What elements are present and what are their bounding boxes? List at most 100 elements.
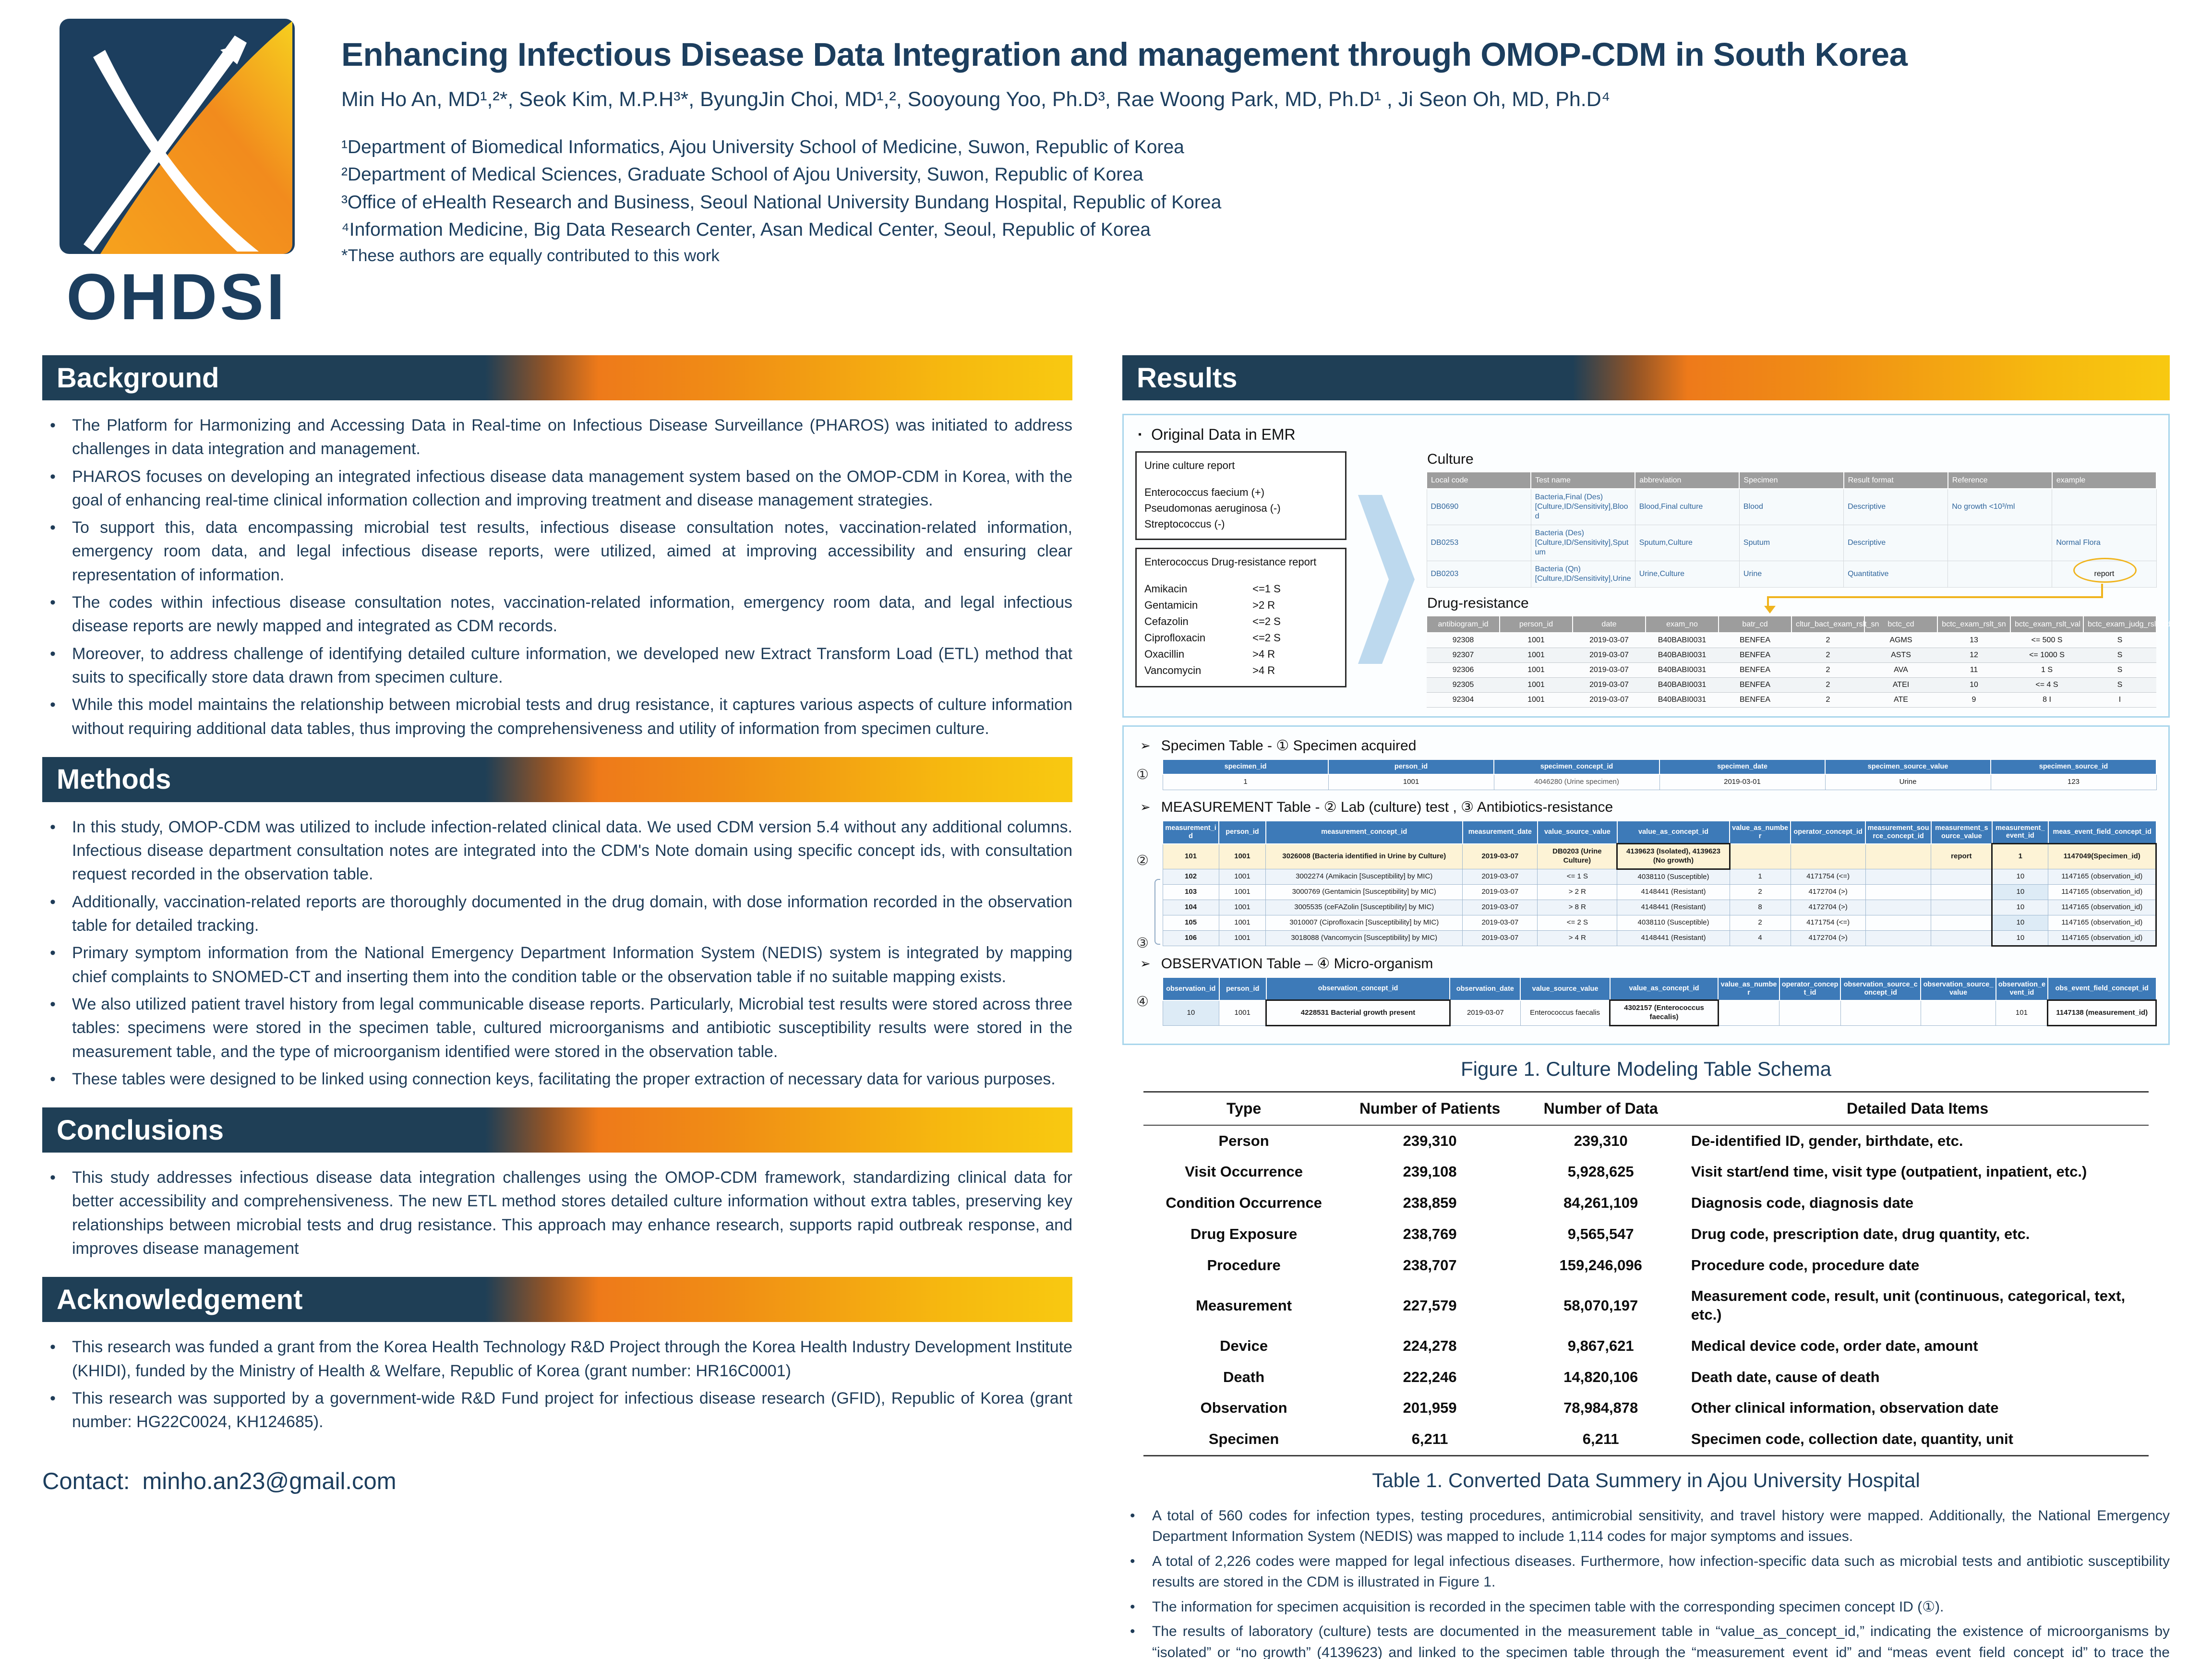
table-cell: 4038110 (Susceptible) xyxy=(1617,914,1730,931)
table-cell: 6,211 xyxy=(1582,1431,1619,1448)
table-cell: 3005535 (ceFAZolin [Susceptibility] by M… xyxy=(1265,900,1463,915)
table-cell: 10 xyxy=(1991,914,2049,931)
table-cell: 1147165 (observation_id) xyxy=(2048,868,2157,885)
table-cell: BENFEA xyxy=(1719,677,1791,693)
table-cell: Drug code, prescription date, drug quant… xyxy=(1691,1225,2030,1242)
table-row: 1 1001 4046280 (Urine specimen) 2019-03-01 U… xyxy=(1162,774,2157,790)
table-cell: > 2 R xyxy=(1537,884,1618,901)
table-header-cell: observation_date xyxy=(1449,977,1521,1001)
report-line: Vancomycin >4 R xyxy=(1144,662,1337,679)
table-header-cell: specimen_source_value xyxy=(1825,759,1991,775)
report-title: Enterococcus Drug-resistance report xyxy=(1144,556,1317,568)
drug-resistance-table-label: Drug-resistance xyxy=(1427,595,1529,612)
measurement-table-title: MEASUREMENT Table - ② Lab (culture) test… xyxy=(1161,799,1613,815)
table-header-cell: measurement_source_value xyxy=(1930,820,1993,844)
acknowledgement-bullets: This research was funded a grant from th… xyxy=(42,1335,1072,1434)
table-row: 92308 1001 2019-03-07 B40BABI0031 BENFEA 2 AGM… xyxy=(1427,632,2156,649)
table-row: Procedure 238,707 159,246,096 Procedure cod… xyxy=(1143,1250,2149,1281)
table-cell: Urine xyxy=(1739,561,1844,588)
table-cell: 1001 xyxy=(1500,662,1573,678)
table-cell xyxy=(1790,843,1866,869)
urine-culture-report: Urine culture report Enterococcus faeciu… xyxy=(1135,451,1346,540)
report-line-part: <=2 S xyxy=(1252,615,1281,628)
table-cell: 2019-03-07 xyxy=(1573,648,1646,663)
emr-tables-area: Culture Local code Test name abbreviation S… xyxy=(1426,451,2171,708)
report-line-part: Oxacillin xyxy=(1144,648,1185,661)
table-cell: Blood xyxy=(1739,488,1844,526)
table-row: 102 1001 3002274 (Amikacin [Susceptibility… xyxy=(1162,868,2157,885)
table-cell xyxy=(1865,900,1932,915)
table-cell: 1 S xyxy=(2010,662,2083,678)
table-cell: 106 xyxy=(1162,930,1219,947)
table-row: 106 1001 3018088 (Vancomycin [Susceptibili… xyxy=(1162,930,2157,947)
table-cell: 8 I xyxy=(2010,692,2083,708)
table-header-cell: observation_id xyxy=(1162,977,1220,1001)
poster-title: Enhancing Infectious Disease Data Integr… xyxy=(341,36,1908,73)
table-cell: BENFEA xyxy=(1719,632,1791,649)
report-flow-arrowhead-icon xyxy=(1764,606,1776,619)
table-row: 92306 1001 2019-03-07 B40BABI0031 BENFEA 2 AVA… xyxy=(1427,662,2156,678)
table-cell: 4046280 (Urine specimen) xyxy=(1493,774,1660,790)
table-cell: B40BABI0031 xyxy=(1646,677,1719,693)
table-row: Condition Occurrence 238,859 84,261,109 Dia… xyxy=(1143,1188,2149,1219)
table-cell: Death date, cause of death xyxy=(1691,1368,1880,1385)
table-cell: Device xyxy=(1220,1337,1268,1354)
table-cell: 1147165 (observation_id) xyxy=(2048,914,2157,931)
table-cell: 1147165 (observation_id) xyxy=(2048,930,2157,947)
table-row: 92305 1001 2019-03-07 B40BABI0031 BENFEA 2 ATE… xyxy=(1427,677,2156,693)
table-cell xyxy=(1840,1000,1921,1026)
table-cell xyxy=(1948,561,2053,588)
table-cell: 3002274 (Amikacin [Susceptibility] by MI… xyxy=(1265,868,1463,885)
table-cell: 2019-03-07 xyxy=(1462,868,1538,885)
table-cell: Drug Exposure xyxy=(1190,1225,1298,1242)
table-cell: 2019-03-07 xyxy=(1462,930,1538,947)
table-cell: 238,769 xyxy=(1403,1225,1457,1242)
list-item: In this study, OMOP-CDM was utilized to … xyxy=(42,816,1072,887)
table-cell: DB0203 (Urine Culture) xyxy=(1537,843,1618,869)
table-cell: 2019-03-07 xyxy=(1573,692,1646,708)
observation-table-title: OBSERVATION Table – ④ Micro-organism xyxy=(1161,956,1433,972)
table-cell xyxy=(1779,1000,1841,1026)
table-cell xyxy=(1931,900,1993,915)
methods-section: Methods In this study, OMOP-CDM was util… xyxy=(42,757,1072,1091)
table-cell: 102 xyxy=(1162,868,1219,885)
header-text: Enhancing Infectious Disease Data Integr… xyxy=(341,16,2174,334)
table-cell xyxy=(1865,843,1932,869)
table-cell xyxy=(1729,843,1791,869)
table-cell: Specimen code, collection date, quantity… xyxy=(1691,1431,2013,1448)
report-pairs: Amikacin <=1 S Gentamicin >2 R Cefazolin <=2 … xyxy=(1144,581,1337,679)
table-cell: ASTS xyxy=(1864,648,1937,663)
table-cell: 92307 xyxy=(1427,648,1500,663)
table-cell: 2019-03-07 xyxy=(1573,662,1646,678)
table-cell xyxy=(1931,914,1993,931)
contact-email[interactable]: minho.an23@gmail.com xyxy=(142,1468,397,1494)
table-cell: Urine,Culture xyxy=(1635,561,1740,588)
table-cell: DB0690 xyxy=(1426,488,1531,526)
table-cell: Descriptive xyxy=(1843,525,1948,562)
ohdsi-wordmark: OHDSI xyxy=(66,260,288,333)
list-item: ²Department of Medical Sciences, Graduat… xyxy=(341,164,1143,185)
table-cell: Procedure code, procedure date xyxy=(1691,1256,1920,1274)
marker-2-icon: ② xyxy=(1136,853,1149,868)
list-item: A total of 560 codes for infection types… xyxy=(1122,1505,2170,1547)
list-item: Additionally, vaccination-related report… xyxy=(42,890,1072,938)
background-section: Background The Platform for Harmonizing … xyxy=(42,355,1072,741)
table-row: DB0203 Bacteria (Qn)[Culture,ID/Sensitivi… xyxy=(1426,561,2157,588)
table-cell: <= 4 S xyxy=(2010,677,2083,693)
table-header-cell: value_as_concept_id xyxy=(1616,820,1731,844)
report-line-part: <=1 S xyxy=(1252,583,1281,595)
table-row: 92304 1001 2019-03-07 B40BABI0031 BENFEA 2 ATE… xyxy=(1427,692,2156,708)
table-row: Specimen 6,211 6,211 Specimen code, collect… xyxy=(1143,1424,2149,1455)
acknowledgement-section: Acknowledgement This research was funded… xyxy=(42,1277,1072,1434)
list-item: This research was supported by a governm… xyxy=(42,1387,1072,1434)
figure-cdm-panel: ➢ Specimen Table - ① Specimen acquired ①… xyxy=(1122,725,2170,1045)
emr-reports: Urine culture report Enterococcus faeciu… xyxy=(1135,451,1346,708)
table-cell: 2 xyxy=(1791,677,1864,693)
table-cell: 239,108 xyxy=(1403,1163,1457,1180)
table-cell: 58,070,197 xyxy=(1563,1297,1638,1314)
header: OHDSI Enhancing Infectious Disease Data … xyxy=(0,0,2212,334)
table-header-cell: specimen_concept_id xyxy=(1493,759,1660,775)
table-header-cell: measurement_source_concept_id xyxy=(1865,820,1932,844)
list-item: While this model maintains the relations… xyxy=(42,693,1072,741)
